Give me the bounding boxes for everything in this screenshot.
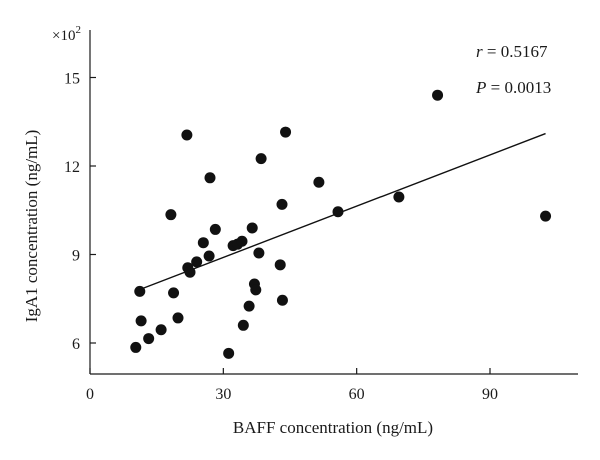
- data-point: [168, 287, 180, 299]
- data-point: [184, 266, 196, 278]
- data-point: [280, 126, 292, 138]
- data-point: [274, 259, 286, 271]
- data-point: [236, 235, 248, 247]
- data-point: [432, 89, 444, 101]
- data-point: [135, 315, 147, 327]
- data-point: [253, 247, 265, 259]
- data-point: [246, 222, 258, 234]
- y-axis-multiplier-exponent: 2: [75, 24, 81, 36]
- data-point: [203, 250, 215, 262]
- x-ticks: 0 30 60 90: [86, 368, 498, 403]
- x-tick-label: 30: [215, 386, 231, 403]
- data-point: [313, 176, 325, 188]
- data-points: [130, 89, 552, 359]
- y-tick-label: 6: [72, 336, 80, 353]
- data-point: [209, 223, 221, 235]
- x-axis-label: BAFF concentration (ng/mL): [233, 418, 433, 437]
- p-annotation: P = 0.0013: [475, 78, 551, 97]
- data-point: [143, 333, 155, 345]
- data-point: [165, 209, 177, 221]
- data-point: [243, 300, 255, 312]
- y-axis-multiplier: ×102: [52, 24, 81, 44]
- y-ticks: 6 9 12 15: [64, 71, 96, 353]
- y-tick-label: 9: [72, 248, 80, 265]
- data-point: [223, 347, 235, 359]
- data-point: [204, 172, 216, 184]
- data-point: [540, 210, 552, 222]
- data-point: [276, 198, 288, 210]
- data-point: [197, 237, 209, 249]
- y-axis-label: IgA1 concentration (ng/mL): [22, 130, 41, 323]
- x-tick-label: 60: [349, 386, 365, 403]
- x-tick-label: 0: [86, 386, 94, 403]
- p-symbol: P: [475, 78, 486, 97]
- r-value: = 0.5167: [483, 42, 548, 61]
- data-point: [172, 312, 184, 324]
- data-point: [332, 206, 344, 218]
- data-point: [155, 324, 167, 336]
- data-point: [181, 129, 193, 141]
- p-value: = 0.0013: [486, 78, 551, 97]
- data-point: [134, 285, 146, 297]
- r-annotation: r = 0.5167: [476, 42, 548, 61]
- data-point: [250, 284, 262, 296]
- data-point: [393, 191, 405, 203]
- data-point: [130, 341, 142, 353]
- data-point: [276, 294, 288, 306]
- data-point: [191, 256, 203, 268]
- y-tick-label: 15: [64, 71, 80, 88]
- y-axis-multiplier-base: ×10: [52, 28, 75, 44]
- r-symbol: r: [476, 42, 483, 61]
- data-point: [255, 153, 267, 165]
- data-point: [237, 319, 249, 331]
- y-tick-label: 12: [64, 159, 80, 176]
- x-tick-label: 90: [482, 386, 498, 403]
